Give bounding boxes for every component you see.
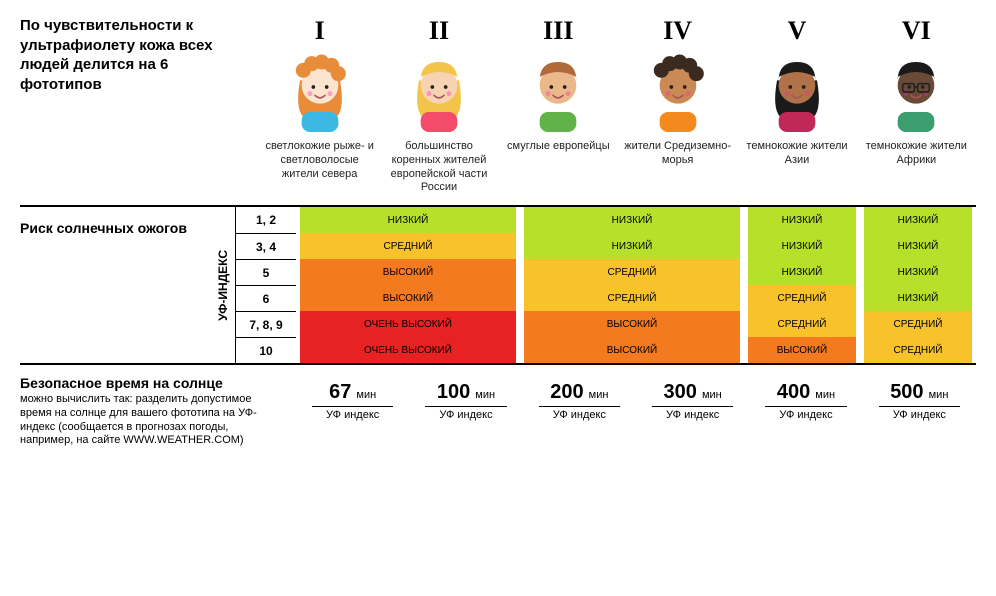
safe-time-unit: мин (699, 389, 722, 401)
risk-cell: ОЧЕНЬ ВЫСОКИЙ (300, 311, 516, 337)
risk-cell: ВЫСОКИЙ (524, 311, 740, 337)
risk-col: НИЗКИЙСРЕДНИЙВЫСОКИЙВЫСОКИЙОЧЕНЬ ВЫСОКИЙ… (296, 207, 520, 363)
phototype-desc: большинство коренных жителей европейской… (383, 140, 494, 195)
safe-time-denom: УФ индекс (652, 406, 733, 421)
safe-time-value: 500 (890, 381, 923, 403)
risk-cell: СРЕДНИЙ (300, 233, 516, 259)
uv-level: 5 (236, 259, 296, 285)
risk-cell: СРЕДНИЙ (864, 311, 972, 337)
risk-cell: ВЫСОКИЙ (524, 337, 740, 363)
phototype-col: II большинство коренных жителей европейс… (379, 16, 498, 195)
intro-title: По чувствительности к ультрафиолету кожа… (20, 16, 252, 94)
safe-time-text: Безопасное время на солнце можно вычисли… (20, 375, 296, 448)
safe-time-unit: мин (812, 389, 835, 401)
phototype-col: V темнокожие жители Азии (737, 16, 856, 195)
safe-time-col: 67 мин УФ индекс (296, 375, 409, 448)
risk-cell: НИЗКИЙ (300, 207, 516, 233)
risk-cell: НИЗКИЙ (748, 207, 856, 233)
risk-cell: НИЗКИЙ (524, 207, 740, 233)
risk-cell: СРЕДНИЙ (864, 337, 972, 363)
risk-section: Риск солнечных ожогов УФ-ИНДЕКС 1, 23, 4… (20, 205, 976, 363)
risk-col: НИЗКИЙНИЗКИЙНИЗКИЙНИЗКИЙСРЕДНИЙСРЕДНИЙ (860, 207, 976, 363)
safe-time-sub: можно вычислить так: разделить допустимо… (20, 393, 284, 448)
risk-cell: НИЗКИЙ (748, 233, 856, 259)
risk-cell: СРЕДНИЙ (748, 285, 856, 311)
phototype-col: VI темнокожие жители Африки (857, 16, 976, 195)
avatar-icon (518, 52, 598, 132)
safe-time-denom: УФ индекс (539, 406, 620, 421)
phototype-roman: I (264, 16, 375, 46)
risk-cell: НИЗКИЙ (864, 259, 972, 285)
safe-time-unit: мин (926, 389, 949, 401)
phototype-col: I светлокожие рыже- и светловолосые жите… (260, 16, 379, 195)
risk-heading: Риск солнечных ожогов (20, 207, 210, 363)
safe-time-section: Безопасное время на солнце можно вычисли… (20, 363, 976, 448)
avatar-icon (638, 52, 718, 132)
safe-time-value: 100 (437, 381, 470, 403)
safe-time-denom: УФ индекс (312, 406, 393, 421)
risk-cell: НИЗКИЙ (864, 207, 972, 233)
phototype-roman: V (741, 16, 852, 46)
safe-time-denom: УФ индекс (765, 406, 846, 421)
avatar-icon (876, 52, 956, 132)
risk-cell: СРЕДНИЙ (524, 285, 740, 311)
uv-level: 6 (236, 285, 296, 311)
risk-cell: ВЫСОКИЙ (300, 259, 516, 285)
risk-cell: СРЕДНИЙ (524, 259, 740, 285)
phototype-roman: III (503, 16, 614, 46)
risk-cell: ОЧЕНЬ ВЫСОКИЙ (300, 337, 516, 363)
risk-cell: НИЗКИЙ (864, 285, 972, 311)
phototype-desc: смуглые европейцы (503, 140, 614, 154)
risk-cell: ВЫСОКИЙ (300, 285, 516, 311)
uv-level: 10 (236, 337, 296, 363)
risk-cell: НИЗКИЙ (864, 233, 972, 259)
phototype-roman: II (383, 16, 494, 46)
risk-col: НИЗКИЙНИЗКИЙСРЕДНИЙСРЕДНИЙВЫСОКИЙВЫСОКИЙ (520, 207, 744, 363)
phototype-col: III смуглые европейцы (499, 16, 618, 195)
safe-time-value: 400 (777, 381, 810, 403)
uv-axis-label: УФ-ИНДЕКС (216, 250, 230, 321)
phototype-columns: I светлокожие рыже- и светловолосые жите… (260, 16, 976, 195)
safe-time-title: Безопасное время на солнце (20, 375, 284, 391)
avatar-icon (399, 52, 479, 132)
risk-col: НИЗКИЙНИЗКИЙНИЗКИЙСРЕДНИЙСРЕДНИЙВЫСОКИЙ (744, 207, 860, 363)
safe-time-value: 300 (664, 381, 697, 403)
phototype-desc: жители Средиземно-морья (622, 140, 733, 168)
phototype-desc: темнокожие жители Африки (861, 140, 972, 168)
avatar-icon (280, 52, 360, 132)
risk-cell: НИЗКИЙ (748, 259, 856, 285)
safe-time-col: 400 мин УФ индекс (749, 375, 862, 448)
risk-cell: НИЗКИЙ (524, 233, 740, 259)
header-row: По чувствительности к ультрафиолету кожа… (20, 16, 976, 195)
safe-time-unit: мин (353, 389, 376, 401)
safe-time-denom: УФ индекс (879, 406, 960, 421)
risk-cell: СРЕДНИЙ (748, 311, 856, 337)
uv-axis: УФ-ИНДЕКС (210, 207, 236, 363)
safe-time-denom: УФ индекс (425, 406, 506, 421)
uv-level: 3, 4 (236, 233, 296, 259)
phototype-roman: IV (622, 16, 733, 46)
avatar-icon (757, 52, 837, 132)
phototype-col: IV жители Средиземно-морья (618, 16, 737, 195)
uv-level-list: 1, 23, 4567, 8, 910 (236, 207, 296, 363)
risk-grid: НИЗКИЙСРЕДНИЙВЫСОКИЙВЫСОКИЙОЧЕНЬ ВЫСОКИЙ… (296, 207, 976, 363)
risk-cell: ВЫСОКИЙ (748, 337, 856, 363)
safe-time-columns: 67 мин УФ индекс 100 мин УФ индекс 200 м… (296, 375, 976, 448)
safe-time-value: 67 (329, 381, 351, 403)
safe-time-col: 500 мин УФ индекс (863, 375, 976, 448)
safe-time-col: 100 мин УФ индекс (409, 375, 522, 448)
phototype-desc: светлокожие рыже- и светловолосые жители… (264, 140, 375, 181)
intro-cell: По чувствительности к ультрафиолету кожа… (20, 16, 260, 94)
safe-time-unit: мин (472, 389, 495, 401)
safe-time-unit: мин (586, 389, 609, 401)
safe-time-value: 200 (550, 381, 583, 403)
safe-time-col: 200 мин УФ индекс (523, 375, 636, 448)
phototype-roman: VI (861, 16, 972, 46)
uv-level: 1, 2 (236, 207, 296, 233)
safe-time-col: 300 мин УФ индекс (636, 375, 749, 448)
phototype-desc: темнокожие жители Азии (741, 140, 852, 168)
uv-level: 7, 8, 9 (236, 311, 296, 337)
